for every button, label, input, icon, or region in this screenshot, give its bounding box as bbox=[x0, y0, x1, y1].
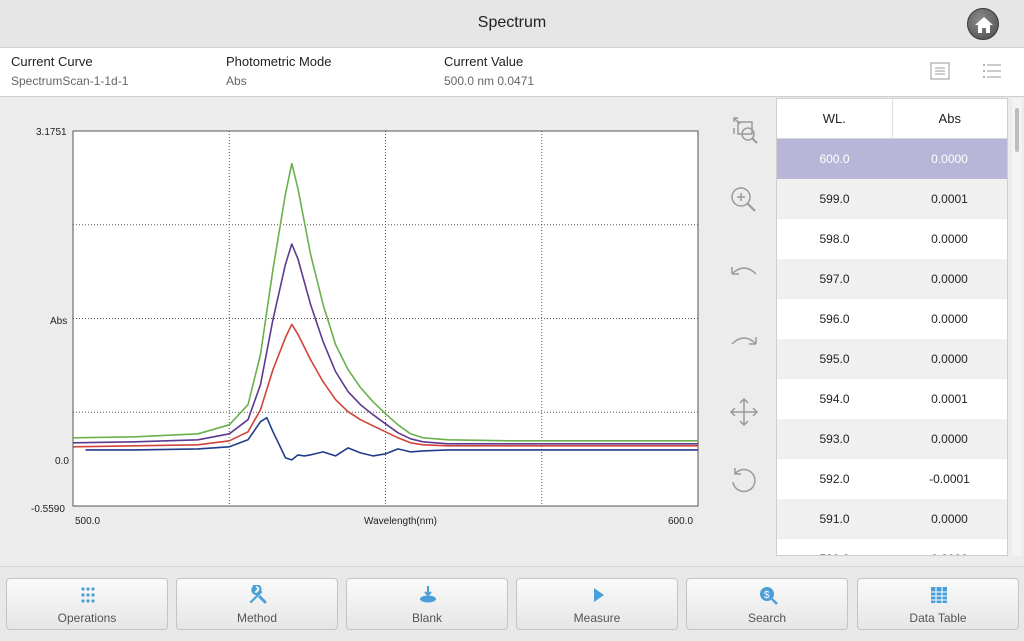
blank-button[interactable]: Blank bbox=[346, 578, 508, 630]
wavelength-cell: 594.0 bbox=[819, 392, 850, 406]
measure-label: Measure bbox=[573, 611, 621, 625]
table-row[interactable]: 598.0 0.0000 bbox=[777, 219, 1007, 259]
y-axis-label: Abs bbox=[50, 316, 67, 327]
table-row[interactable]: 590.00.0000 bbox=[777, 539, 1007, 555]
blank-icon bbox=[420, 586, 436, 603]
abs-cell: 0.0000 bbox=[931, 352, 968, 366]
chart-toolbar bbox=[722, 98, 772, 558]
wavelength-cell: 597.0 bbox=[819, 272, 850, 286]
table-icon bbox=[931, 587, 947, 603]
abs-cell: -0.0001 bbox=[929, 472, 970, 486]
bottom-toolbar: Operations Method Blank Measure $ Search bbox=[0, 566, 1024, 641]
y-tick-top: 3.1751 bbox=[36, 127, 67, 138]
measure-button[interactable]: Measure bbox=[516, 578, 678, 630]
blank-label: Blank bbox=[411, 611, 443, 625]
wavelength-cell: 592.0 bbox=[819, 472, 850, 486]
series-line-4 bbox=[85, 416, 698, 461]
series-lines bbox=[72, 162, 698, 461]
list-view-icon[interactable] bbox=[982, 62, 1002, 80]
current-value-value: 500.0 nm 0.0471 bbox=[444, 74, 535, 88]
search-label: Search bbox=[747, 611, 787, 625]
abs-cell: 0.0000 bbox=[931, 152, 968, 166]
x-axis-label: Wavelength(nm) bbox=[364, 516, 437, 527]
spectrum-chart[interactable]: 3.1751 Abs 0.0 -0.5590 500.0 Wavelength(… bbox=[0, 98, 722, 558]
series-line-2 bbox=[72, 243, 698, 445]
table-row[interactable]: 593.0 0.0000 bbox=[777, 419, 1007, 459]
home-button[interactable] bbox=[967, 8, 999, 40]
current-value-block: Current Value 500.0 nm 0.0471 bbox=[444, 54, 534, 88]
title-bar: Spectrum bbox=[0, 0, 1024, 48]
data-table-label: Data Table bbox=[909, 611, 967, 625]
scroll-thumb[interactable] bbox=[1015, 108, 1019, 152]
zoom-in-icon[interactable] bbox=[726, 182, 762, 218]
table-row[interactable]: 596.0 0.0000 bbox=[777, 299, 1007, 339]
method-label: Method bbox=[236, 611, 278, 625]
abs-column-header[interactable]: Abs bbox=[938, 111, 961, 126]
current-curve-value: SpectrumScan-1-1d-1 bbox=[11, 74, 129, 88]
x-tick-right: 600.0 bbox=[668, 516, 693, 527]
page-title: Spectrum bbox=[477, 14, 547, 31]
table-row[interactable]: 599.0 0.0001 bbox=[777, 179, 1007, 219]
wavelength-cell: 599.0 bbox=[819, 192, 850, 206]
photometric-mode-value: Abs bbox=[226, 74, 247, 88]
table-row[interactable]: 597.0 0.0000 bbox=[777, 259, 1007, 299]
wavelength-cell: 591.0 bbox=[819, 512, 850, 526]
abs-cell: 0.0001 bbox=[931, 192, 968, 206]
tools-icon bbox=[249, 585, 267, 604]
operations-label: Operations bbox=[57, 611, 117, 625]
search-icon: $ bbox=[760, 587, 778, 605]
wavelength-column-header[interactable]: WL. bbox=[777, 99, 893, 138]
photometric-mode-label: Photometric Mode bbox=[226, 54, 332, 69]
redo-icon[interactable] bbox=[726, 324, 762, 360]
search-button[interactable]: $ Search bbox=[686, 578, 848, 630]
wavelength-cell: 590.0 bbox=[777, 539, 892, 555]
abs-cell: 0.0000 bbox=[892, 539, 1007, 555]
y-tick-zero: 0.0 bbox=[55, 456, 69, 467]
spectrum-chart-svg: 3.1751 Abs 0.0 -0.5590 500.0 Wavelength(… bbox=[31, 127, 699, 527]
series-line-1 bbox=[72, 162, 698, 442]
data-table[interactable]: WL. Abs 600.0 0.0000 599.0 0.0001 598.0 0.0… bbox=[776, 98, 1008, 556]
method-button[interactable]: Method bbox=[176, 578, 338, 630]
abs-cell: 0.0000 bbox=[931, 312, 968, 326]
wavelength-cell: 593.0 bbox=[819, 432, 850, 446]
abs-cell: 0.0000 bbox=[931, 512, 968, 526]
current-curve-label: Current Curve bbox=[11, 54, 93, 69]
y-tick-bottom: -0.5590 bbox=[31, 504, 65, 515]
home-icon bbox=[975, 17, 993, 33]
grid-dots-icon bbox=[81, 587, 95, 603]
operations-button[interactable]: Operations bbox=[6, 578, 168, 630]
current-value-label: Current Value bbox=[444, 54, 524, 69]
wavelength-cell: 598.0 bbox=[819, 232, 850, 246]
table-row[interactable]: 592.0 -0.0001 bbox=[777, 459, 1007, 499]
svg-text:$: $ bbox=[764, 590, 770, 601]
wavelength-cell: 595.0 bbox=[819, 352, 850, 366]
move-icon[interactable] bbox=[726, 394, 762, 430]
table-row[interactable]: 600.0 0.0000 bbox=[777, 139, 1007, 179]
table-row[interactable]: 591.0 0.0000 bbox=[777, 499, 1007, 539]
abs-cell: 0.0000 bbox=[931, 232, 968, 246]
abs-cell: 0.0000 bbox=[931, 272, 968, 286]
undo-icon[interactable] bbox=[726, 254, 762, 290]
abs-cell: 0.0000 bbox=[931, 432, 968, 446]
reset-icon[interactable] bbox=[726, 462, 762, 498]
table-row[interactable]: 594.0 0.0001 bbox=[777, 379, 1007, 419]
wavelength-cell: 596.0 bbox=[819, 312, 850, 326]
data-table-button[interactable]: Data Table bbox=[857, 578, 1019, 630]
series-line-3 bbox=[72, 323, 698, 448]
document-view-icon[interactable] bbox=[930, 62, 950, 80]
zoom-region-icon[interactable] bbox=[726, 112, 762, 148]
x-tick-left: 500.0 bbox=[75, 516, 100, 527]
photometric-mode-block: Photometric Mode Abs bbox=[226, 54, 332, 88]
table-header: WL. Abs bbox=[777, 99, 1007, 139]
play-icon bbox=[594, 588, 604, 602]
abs-cell: 0.0001 bbox=[931, 392, 968, 406]
table-scrollbar[interactable] bbox=[1012, 98, 1022, 556]
table-row[interactable]: 595.0 0.0000 bbox=[777, 339, 1007, 379]
wavelength-cell: 600.0 bbox=[819, 152, 850, 166]
info-bar: Current Curve SpectrumScan-1-1d-1 Photom… bbox=[0, 48, 1024, 97]
current-curve-block: Current Curve SpectrumScan-1-1d-1 bbox=[11, 54, 128, 88]
